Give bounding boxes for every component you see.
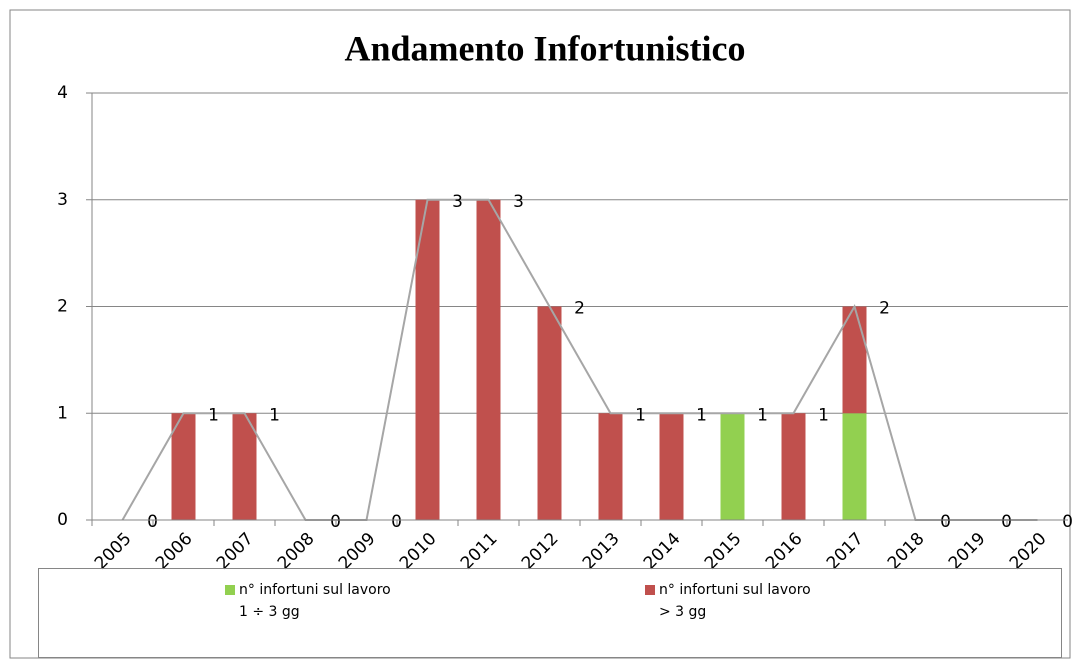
legend-entry: n° infortuni sul lavoro 1 ÷ 3 gg <box>225 579 391 623</box>
x-tick-label: 2017 <box>823 529 868 574</box>
x-tick-label: 2014 <box>640 529 685 574</box>
x-tick-label: 2008 <box>274 529 319 574</box>
legend-swatch <box>225 585 235 595</box>
data-label: 2 <box>879 299 890 319</box>
bar <box>232 413 257 520</box>
bar <box>842 413 867 520</box>
total-line <box>121 198 1038 521</box>
bar <box>476 199 501 520</box>
y-tick-label: 3 <box>57 190 68 210</box>
legend-swatch <box>645 585 655 595</box>
x-tick-label: 2019 <box>945 529 990 574</box>
data-label: 1 <box>696 405 707 425</box>
legend-label: n° infortuni sul lavoro 1 ÷ 3 gg <box>239 582 391 620</box>
x-tick-label: 2012 <box>518 529 563 574</box>
chart-border <box>9 9 1071 659</box>
bar <box>781 413 806 520</box>
bar <box>598 413 623 520</box>
bar <box>415 199 440 520</box>
x-tick-label: 2011 <box>457 529 502 574</box>
data-label: 1 <box>757 405 768 425</box>
x-tick-label: 2013 <box>579 529 624 574</box>
y-tick-label: 0 <box>57 510 68 530</box>
legend-entry: n° infortuni sul lavoro > 3 gg <box>645 579 811 623</box>
x-tick-label: 2009 <box>335 529 380 574</box>
bar <box>842 306 867 414</box>
data-label: 0 <box>1062 512 1073 532</box>
x-tick-label: 2016 <box>762 529 807 574</box>
bar <box>537 306 562 520</box>
y-tick-label: 2 <box>57 297 68 317</box>
x-tick-label: 2020 <box>1006 529 1051 574</box>
y-tick-label: 4 <box>57 83 68 103</box>
data-label: 1 <box>208 405 219 425</box>
legend-label: n° infortuni sul lavoro > 3 gg <box>659 582 811 620</box>
x-tick-label: 2007 <box>213 529 258 574</box>
x-tick-label: 2006 <box>152 529 197 574</box>
data-label: 0 <box>391 512 402 532</box>
x-tick-label: 2005 <box>91 529 136 574</box>
data-label: 3 <box>513 192 524 212</box>
data-label: 0 <box>147 512 158 532</box>
data-label: 1 <box>635 405 646 425</box>
data-label: 3 <box>452 192 463 212</box>
data-label: 1 <box>269 405 280 425</box>
data-label: 0 <box>1001 512 1012 532</box>
bar <box>659 413 684 520</box>
bar <box>171 413 196 520</box>
x-tick-label: 2015 <box>701 529 746 574</box>
data-label: 1 <box>818 405 829 425</box>
data-label: 0 <box>940 512 951 532</box>
data-label: 0 <box>330 512 341 532</box>
x-tick-label: 2018 <box>884 529 929 574</box>
data-label: 2 <box>574 299 585 319</box>
legend: n° infortuni sul lavoro 1 ÷ 3 gg n° infor… <box>38 568 1062 658</box>
x-tick-label: 2010 <box>396 529 441 574</box>
bar <box>720 413 745 520</box>
chart-title: Andamento Infortunistico <box>344 28 745 68</box>
y-tick-label: 1 <box>57 403 68 423</box>
